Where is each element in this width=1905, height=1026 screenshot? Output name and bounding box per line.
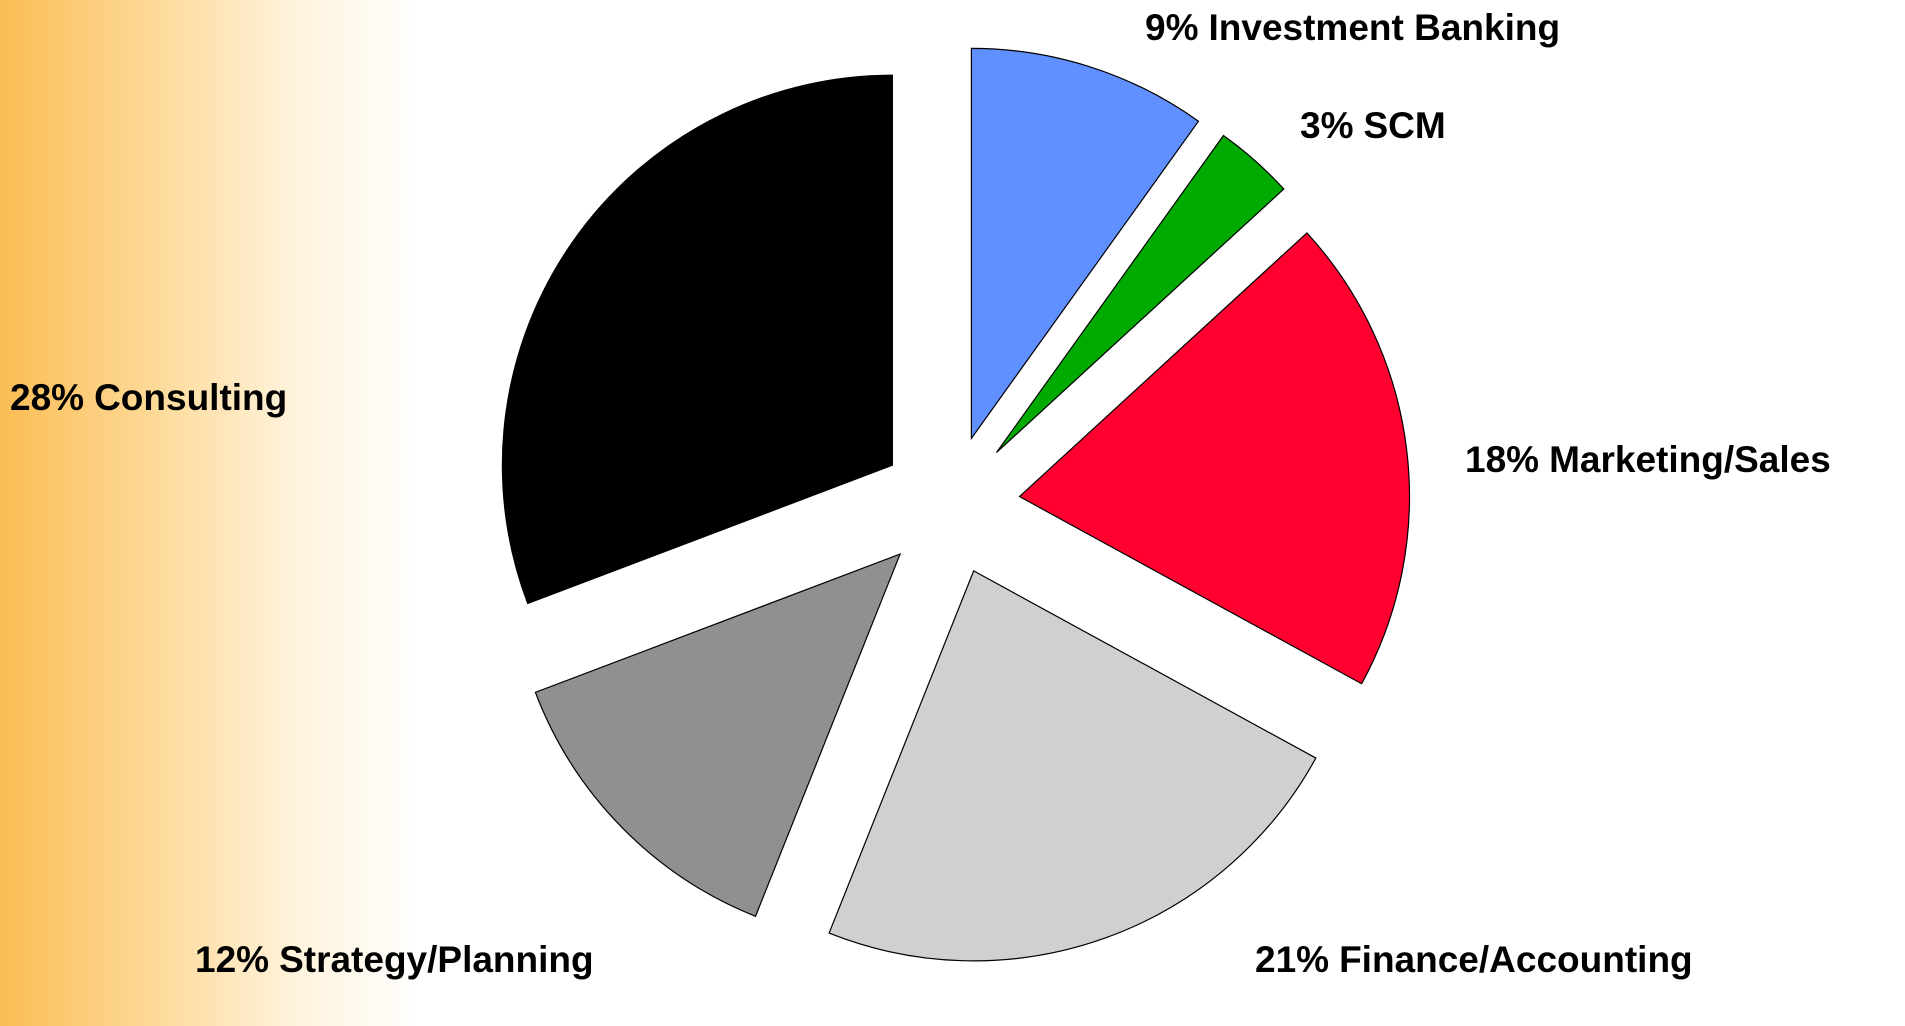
pie-slice xyxy=(995,134,1285,454)
slice-label: 9% Investment Banking xyxy=(1145,7,1560,48)
slice-label: 3% SCM xyxy=(1300,105,1446,146)
slice-name: Consulting xyxy=(94,377,287,418)
slice-label: 21% Finance/Accounting xyxy=(1255,939,1693,980)
slice-name: SCM xyxy=(1363,105,1445,146)
slice-percent: 9% xyxy=(1145,7,1198,48)
slice-label: 12% Strategy/Planning xyxy=(195,939,594,980)
slice-percent: 3% xyxy=(1300,105,1353,146)
slice-percent: 21% xyxy=(1255,939,1329,980)
slice-name: Finance/Accounting xyxy=(1339,939,1693,980)
slice-percent: 18% xyxy=(1465,439,1539,480)
pie-slice xyxy=(828,570,1317,962)
pie-slice xyxy=(501,74,893,605)
pie-slice xyxy=(970,47,1200,441)
pie-slice xyxy=(534,553,902,918)
pie-slice xyxy=(1018,232,1411,685)
slice-name: Strategy/Planning xyxy=(279,939,594,980)
slice-label: 28% Consulting xyxy=(10,377,287,418)
slice-percent: 12% xyxy=(195,939,269,980)
slice-label: 18% Marketing/Sales xyxy=(1465,439,1831,480)
slice-name: Marketing/Sales xyxy=(1549,439,1831,480)
slice-percent: 28% xyxy=(10,377,84,418)
slice-name: Investment Banking xyxy=(1208,7,1560,48)
background-gradient xyxy=(0,0,420,1026)
